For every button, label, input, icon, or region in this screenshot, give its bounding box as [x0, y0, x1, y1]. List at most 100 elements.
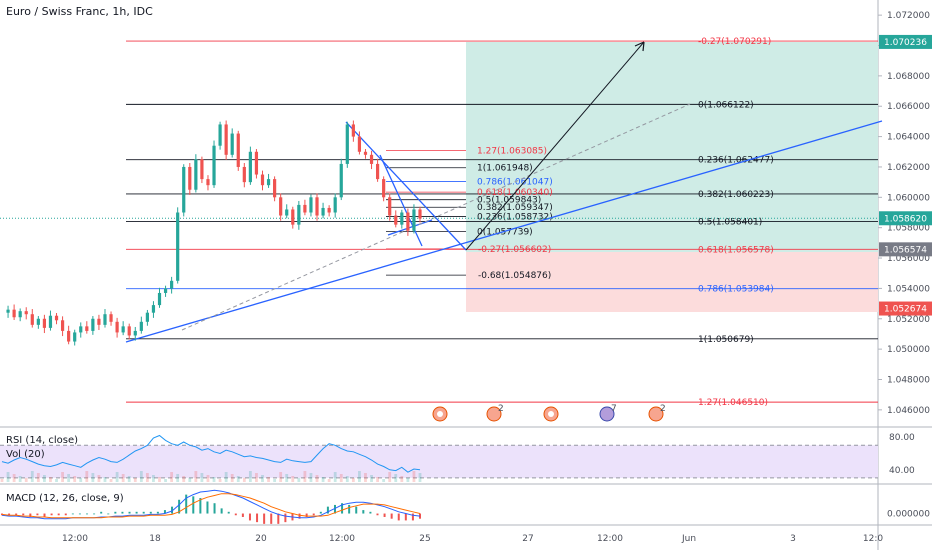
macd-histogram-bar [362, 510, 365, 514]
candle-body[interactable] [394, 215, 398, 225]
candle-body[interactable] [85, 326, 89, 331]
candle-body[interactable] [12, 309, 16, 318]
candle-body[interactable] [176, 212, 180, 281]
event-flag-icon[interactable] [599, 406, 615, 422]
candle-body[interactable] [79, 326, 83, 333]
candle-body[interactable] [60, 320, 65, 331]
event-markers[interactable]: 2 7 2 [432, 404, 666, 422]
trendline-support[interactable] [125, 120, 883, 343]
volume-bar [85, 471, 89, 482]
candle-body[interactable] [121, 326, 125, 333]
candle-body[interactable] [73, 332, 77, 342]
candle-body[interactable] [375, 163, 380, 180]
candle-body[interactable] [260, 174, 265, 186]
candle-body[interactable] [67, 330, 71, 342]
signal-line[interactable] [1, 493, 421, 519]
candle-body[interactable] [400, 212, 404, 225]
candle-body[interactable] [188, 166, 192, 190]
candle-body[interactable] [163, 288, 168, 293]
candle-body[interactable] [236, 133, 240, 167]
candle-body[interactable] [418, 209, 422, 219]
candle-body[interactable] [357, 136, 362, 152]
candle-body[interactable] [182, 166, 186, 213]
event-flag-icon[interactable] [486, 406, 502, 422]
candle-body[interactable] [345, 124, 349, 164]
candle-body[interactable] [303, 204, 307, 213]
volume-bar [12, 474, 16, 482]
candle-body[interactable] [230, 133, 234, 155]
candle-body[interactable] [363, 151, 368, 155]
candle-body[interactable] [339, 163, 343, 198]
candle-body[interactable] [206, 179, 210, 186]
candle-body[interactable] [157, 292, 162, 306]
trendline-wedge-inner[interactable] [379, 154, 423, 247]
event-flag-icon[interactable] [548, 411, 554, 417]
candle-body[interactable] [412, 209, 416, 231]
candle-body[interactable] [218, 124, 222, 146]
event-flag-icon[interactable] [437, 411, 443, 417]
candle-body[interactable] [18, 311, 22, 318]
macd-histogram-bar [234, 513, 237, 516]
rsi-line[interactable] [1, 434, 421, 473]
candle-body[interactable] [212, 145, 216, 186]
price-candles[interactable] [6, 120, 422, 346]
macd-histogram-bar [22, 513, 25, 516]
candle-body[interactable] [254, 151, 259, 175]
candle-body[interactable] [406, 212, 410, 231]
volume-bar [218, 479, 222, 482]
candle-body[interactable] [321, 207, 325, 216]
candle-body[interactable] [6, 309, 10, 313]
candle-body[interactable] [103, 314, 107, 325]
stop-zone[interactable] [466, 252, 878, 312]
candle-body[interactable] [248, 151, 252, 183]
candle-body[interactable] [388, 197, 392, 216]
candle-body[interactable] [36, 318, 40, 325]
candle-body[interactable] [279, 197, 283, 216]
candle-body[interactable] [327, 207, 331, 213]
candle-body[interactable] [297, 204, 301, 225]
candle-body[interactable] [109, 314, 113, 322]
volume-bar [406, 478, 410, 482]
trendline-wedge-lower[interactable] [387, 219, 433, 236]
candle-body[interactable] [285, 209, 289, 216]
candle-body[interactable] [115, 321, 119, 333]
volume-bar [273, 479, 277, 482]
candle-body[interactable] [127, 326, 131, 336]
volume-bar [6, 472, 10, 482]
candle-body[interactable] [54, 315, 59, 321]
candle-body[interactable] [291, 209, 295, 225]
candle-body[interactable] [42, 318, 47, 328]
candle-body[interactable] [151, 305, 156, 313]
candle-body[interactable] [369, 154, 374, 164]
candle-body[interactable] [315, 197, 319, 216]
candle-body[interactable] [24, 311, 28, 315]
projection-arrow[interactable] [465, 41, 645, 251]
candle-body[interactable] [266, 179, 271, 186]
candle-body[interactable] [139, 321, 143, 331]
candle-body[interactable] [48, 315, 53, 328]
candle-body[interactable] [273, 179, 277, 198]
target-zone[interactable] [466, 42, 878, 252]
volume-bar [164, 479, 167, 482]
candle-body[interactable] [242, 166, 246, 183]
candle-body[interactable] [145, 312, 149, 322]
candle-body[interactable] [133, 330, 137, 336]
candle-body[interactable] [351, 124, 355, 137]
candle-body[interactable] [194, 159, 198, 190]
event-flag-icon[interactable] [648, 406, 664, 422]
macd-histogram-bar [93, 513, 96, 515]
candle-body[interactable] [309, 197, 313, 213]
candle-body[interactable] [200, 159, 204, 180]
price-tag-label: 1.056574 [884, 245, 927, 255]
candle-body[interactable] [97, 318, 101, 325]
candle-body[interactable] [382, 179, 386, 198]
trendline-wedge-upper[interactable] [345, 121, 467, 251]
candle-body[interactable] [91, 318, 95, 331]
candle-body[interactable] [170, 280, 174, 289]
candle-body[interactable] [333, 197, 337, 213]
candle-body[interactable] [224, 124, 228, 155]
dashed-projection[interactable] [181, 103, 691, 331]
time-axis[interactable]: 12:00 18 20 12:00 25 27 12:00 Jun 3 12:0 [62, 534, 883, 544]
candle-body[interactable] [30, 314, 34, 325]
